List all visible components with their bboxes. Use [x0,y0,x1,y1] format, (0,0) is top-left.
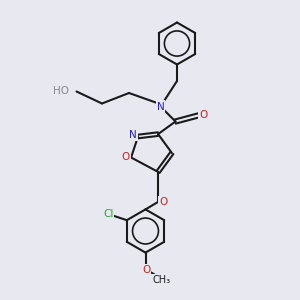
Text: O: O [159,197,168,207]
Text: O: O [142,265,150,275]
Text: N: N [129,130,136,140]
Text: O: O [199,110,208,121]
Text: HO: HO [53,86,69,97]
Text: N: N [157,101,164,112]
Text: O: O [122,152,130,163]
Text: Cl: Cl [103,209,113,219]
Text: CH₃: CH₃ [153,274,171,285]
